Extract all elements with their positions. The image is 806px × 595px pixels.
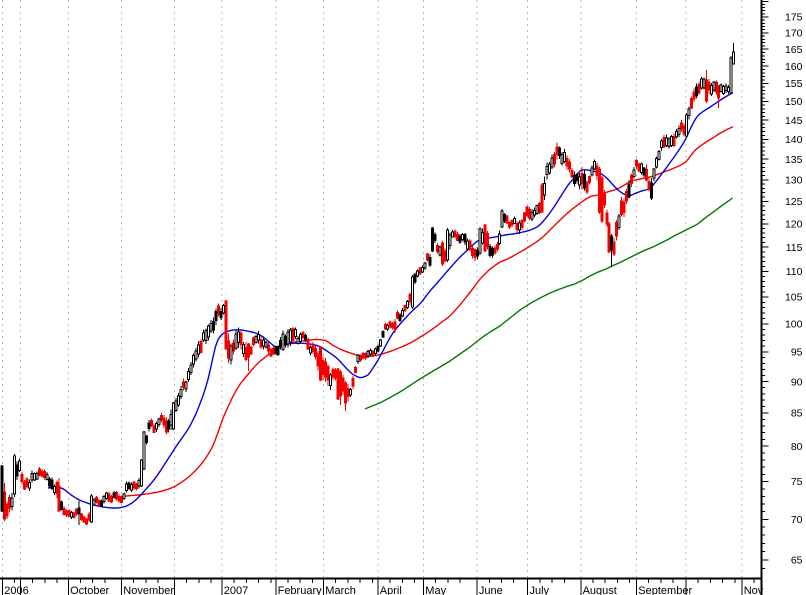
svg-text:August: August [583, 585, 617, 595]
svg-text:155: 155 [785, 78, 803, 90]
svg-text:95: 95 [791, 347, 803, 359]
svg-text:80: 80 [791, 441, 803, 453]
svg-text:May: May [425, 585, 446, 595]
svg-text:April: April [380, 585, 402, 595]
svg-text:90: 90 [791, 376, 803, 388]
svg-text:October: October [70, 585, 109, 595]
svg-text:June: June [479, 585, 503, 595]
svg-text:65: 65 [791, 555, 803, 567]
svg-text:July: July [530, 585, 550, 595]
svg-text:145: 145 [785, 115, 803, 127]
svg-text:November: November [123, 585, 174, 595]
svg-text:2006: 2006 [4, 585, 28, 595]
svg-text:2007: 2007 [224, 585, 248, 595]
svg-text:September: September [638, 585, 692, 595]
svg-text:175: 175 [785, 12, 803, 24]
svg-text:135: 135 [785, 154, 803, 166]
svg-text:February: February [278, 585, 323, 595]
svg-text:165: 165 [785, 44, 803, 56]
svg-text:110: 110 [786, 266, 803, 278]
svg-text:70: 70 [791, 514, 803, 526]
svg-text:105: 105 [785, 292, 803, 304]
svg-text:150: 150 [785, 96, 803, 108]
svg-text:85: 85 [791, 408, 803, 420]
svg-text:120: 120 [785, 219, 803, 231]
svg-text:160: 160 [785, 61, 803, 73]
svg-text:Nov: Nov [744, 585, 764, 595]
svg-text:140: 140 [785, 134, 803, 146]
svg-text:100: 100 [785, 319, 803, 331]
svg-text:130: 130 [785, 175, 803, 187]
svg-text:75: 75 [791, 476, 803, 488]
svg-text:125: 125 [785, 196, 803, 208]
svg-text:170: 170 [785, 28, 803, 40]
svg-text:March: March [325, 585, 356, 595]
svg-text:115: 115 [786, 242, 803, 254]
